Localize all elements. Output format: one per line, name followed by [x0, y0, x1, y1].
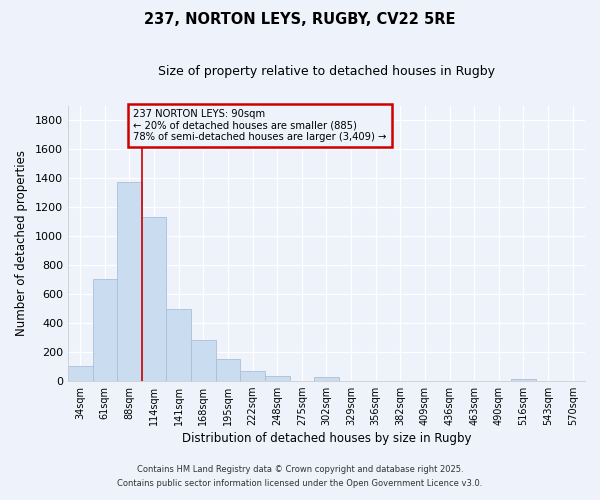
Bar	[265, 376, 290, 380]
Bar	[92, 280, 117, 380]
Bar	[166, 309, 191, 380]
X-axis label: Distribution of detached houses by size in Rugby: Distribution of detached houses by size …	[182, 432, 471, 445]
Y-axis label: Number of detached properties: Number of detached properties	[15, 150, 28, 336]
Bar	[191, 340, 215, 380]
Bar	[68, 366, 92, 380]
Bar	[511, 379, 536, 380]
Text: 237, NORTON LEYS, RUGBY, CV22 5RE: 237, NORTON LEYS, RUGBY, CV22 5RE	[144, 12, 456, 28]
Bar	[240, 371, 265, 380]
Bar	[117, 182, 142, 380]
Bar	[314, 376, 339, 380]
Title: Size of property relative to detached houses in Rugby: Size of property relative to detached ho…	[158, 65, 495, 78]
Text: Contains HM Land Registry data © Crown copyright and database right 2025.
Contai: Contains HM Land Registry data © Crown c…	[118, 466, 482, 487]
Bar	[142, 217, 166, 380]
Bar	[215, 360, 240, 380]
Text: 237 NORTON LEYS: 90sqm
← 20% of detached houses are smaller (885)
78% of semi-de: 237 NORTON LEYS: 90sqm ← 20% of detached…	[133, 109, 386, 142]
